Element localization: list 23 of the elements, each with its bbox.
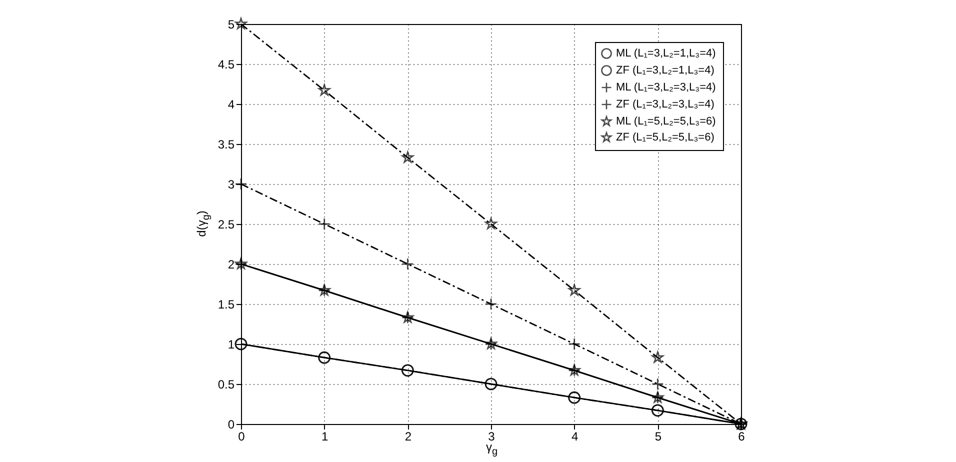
y-tick-label: 0 xyxy=(228,418,235,432)
x-tick-label: 4 xyxy=(571,430,578,444)
y-tick-label: 3.5 xyxy=(218,138,235,152)
x-tick-label: 2 xyxy=(404,430,412,444)
y-tick-label: 5 xyxy=(228,18,235,32)
y-tick-label: 1 xyxy=(228,338,235,352)
x-tick-label: 0 xyxy=(238,430,246,444)
y-tick-label: 3 xyxy=(228,178,235,192)
legend-label: ZF (L₁=5,L₂=5,L₃=6) xyxy=(616,132,714,144)
y-tick-label: 2.5 xyxy=(218,218,235,232)
x-tick-label: 6 xyxy=(738,430,746,444)
legend-label: ML (L₁=5,L₂=5,L₃=6) xyxy=(616,116,716,128)
x-tick-label: 1 xyxy=(321,430,328,444)
y-tick-label: 4.5 xyxy=(218,58,235,72)
legend-label: ML (L₁=3,L₂=3,L₃=4) xyxy=(616,82,716,94)
legend-label: ZF (L₁=3,L₂=3,L₃=4) xyxy=(616,98,714,110)
y-tick-label: 2 xyxy=(228,258,235,272)
x-tick-label: 5 xyxy=(654,430,662,444)
y-tick-label: 1.5 xyxy=(218,298,235,312)
y-tick-label: 4 xyxy=(228,98,235,112)
y-tick-label: 0.5 xyxy=(218,378,235,392)
legend-label: ML (L₁=3,L₂=1,L₃=4) xyxy=(616,48,716,60)
legend-label: ZF (L₁=3,L₂=1,L₃=4) xyxy=(616,64,714,76)
